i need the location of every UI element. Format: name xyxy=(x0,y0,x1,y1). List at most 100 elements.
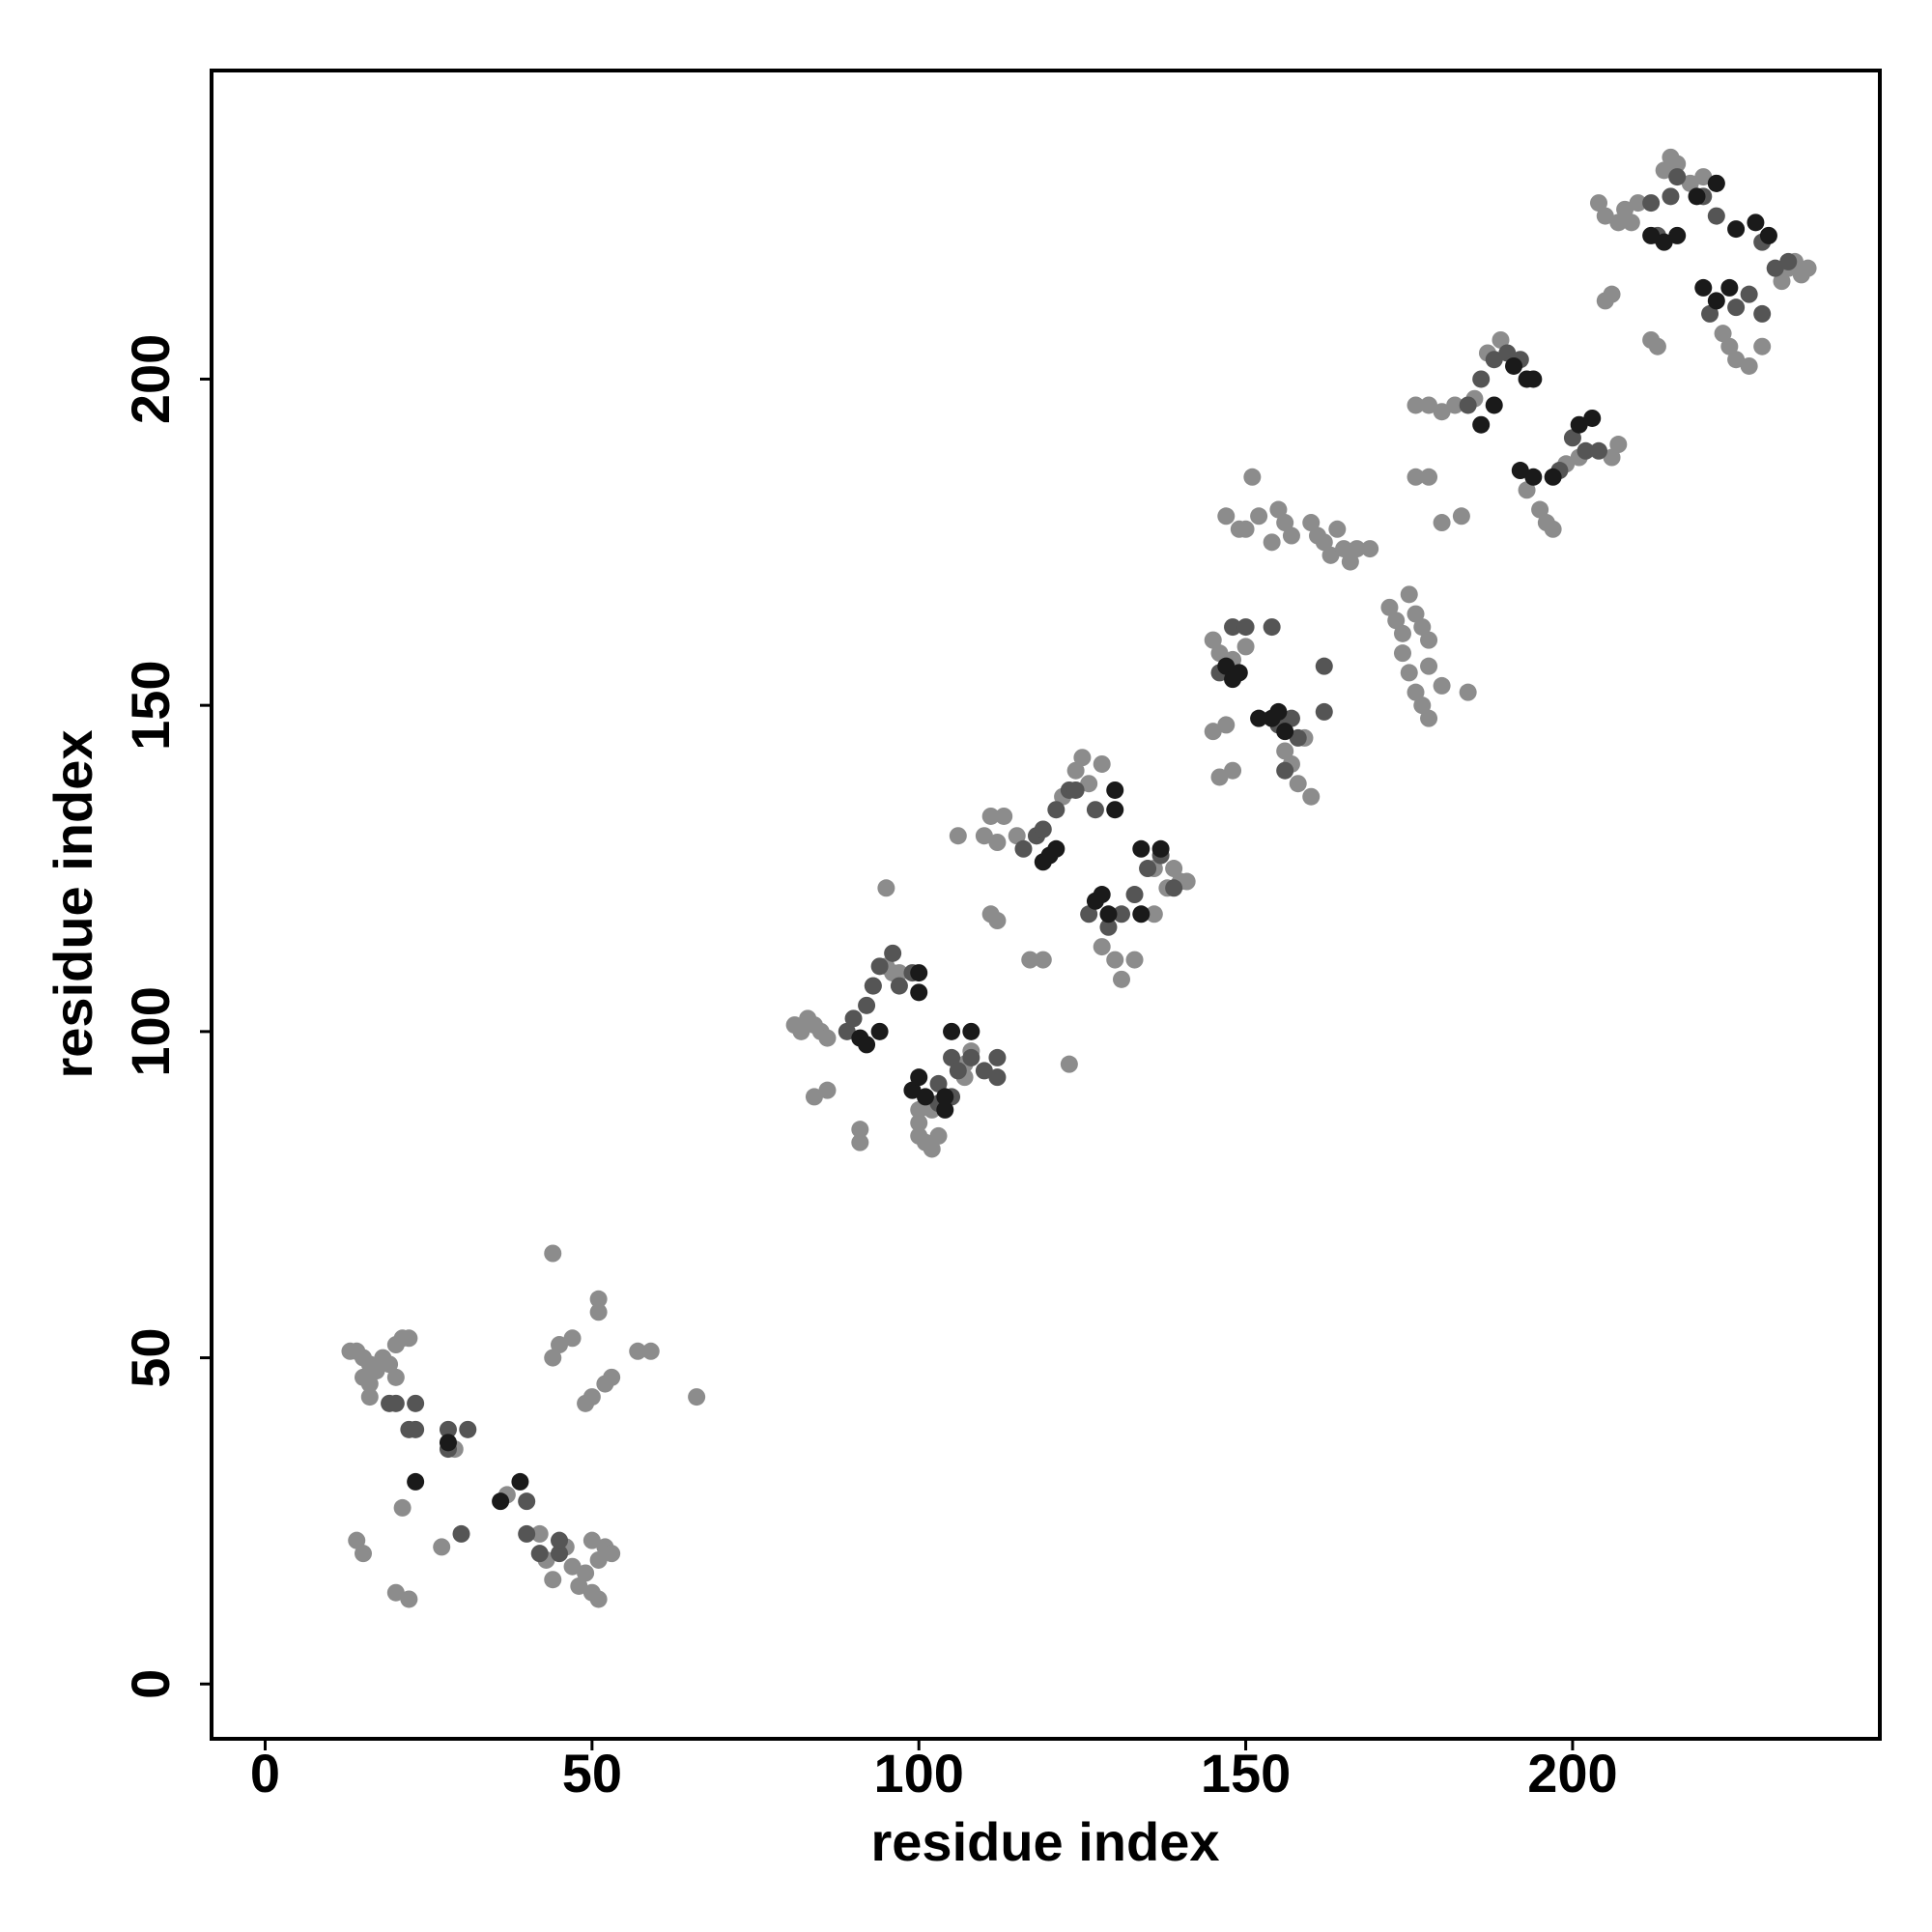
point xyxy=(393,1498,412,1517)
point xyxy=(1779,252,1798,270)
point xyxy=(544,1571,562,1589)
point xyxy=(1093,938,1111,956)
point xyxy=(1204,723,1222,741)
point xyxy=(518,1492,536,1511)
point xyxy=(551,1531,569,1549)
point xyxy=(1524,370,1543,388)
point xyxy=(544,1349,562,1367)
point xyxy=(818,1081,837,1099)
point xyxy=(1753,304,1772,323)
point xyxy=(1236,618,1255,637)
point xyxy=(1034,820,1052,838)
point xyxy=(903,1081,922,1099)
point xyxy=(1583,409,1602,427)
point xyxy=(1066,761,1085,780)
point xyxy=(1420,709,1438,727)
point xyxy=(1740,356,1758,375)
point xyxy=(1688,187,1706,206)
point xyxy=(1727,351,1746,369)
point xyxy=(1753,337,1772,355)
point xyxy=(1609,213,1628,232)
point xyxy=(1531,500,1549,519)
point xyxy=(1099,905,1118,923)
point xyxy=(962,1048,980,1066)
point xyxy=(1642,226,1661,244)
point xyxy=(381,1355,399,1374)
point xyxy=(1433,403,1451,421)
point xyxy=(1413,696,1432,715)
point xyxy=(1759,226,1777,244)
point xyxy=(1217,657,1236,675)
point xyxy=(360,1388,379,1406)
point xyxy=(629,1342,647,1360)
point xyxy=(1125,951,1144,969)
x-tick-label: 100 xyxy=(873,1743,963,1804)
point xyxy=(439,1420,457,1438)
point xyxy=(518,1524,536,1543)
point xyxy=(1459,683,1477,701)
point xyxy=(858,996,876,1014)
point xyxy=(1603,448,1621,467)
point xyxy=(1629,194,1647,213)
point xyxy=(1714,325,1732,343)
point xyxy=(1544,520,1562,538)
point xyxy=(1321,546,1340,564)
point xyxy=(1289,728,1307,747)
point xyxy=(1361,540,1379,558)
point xyxy=(1720,337,1739,355)
point xyxy=(1433,514,1451,532)
point xyxy=(1282,526,1300,545)
point xyxy=(1720,278,1739,297)
point xyxy=(1060,1055,1078,1073)
point xyxy=(981,807,1000,825)
point xyxy=(890,964,908,982)
point xyxy=(1269,702,1288,721)
point xyxy=(910,983,928,1002)
point xyxy=(1224,618,1242,637)
point xyxy=(530,1545,549,1563)
point xyxy=(1132,905,1151,923)
point xyxy=(1276,514,1294,532)
point xyxy=(910,964,928,982)
point xyxy=(563,1329,582,1348)
point xyxy=(1145,905,1163,923)
point xyxy=(1073,749,1092,767)
point xyxy=(1315,702,1333,721)
point xyxy=(511,1472,529,1491)
point xyxy=(1113,905,1130,923)
point xyxy=(1420,657,1438,675)
point xyxy=(1518,481,1536,499)
y-tick-label: 100 xyxy=(120,986,181,1076)
point xyxy=(1446,396,1464,414)
point xyxy=(1603,285,1621,303)
point xyxy=(492,1492,510,1511)
point xyxy=(1093,754,1111,773)
point xyxy=(1799,259,1817,277)
point xyxy=(570,1577,588,1595)
point xyxy=(936,1100,954,1119)
point xyxy=(688,1388,706,1406)
point xyxy=(877,879,895,897)
point xyxy=(1276,723,1294,741)
point xyxy=(910,1114,928,1132)
point xyxy=(844,1009,863,1028)
point xyxy=(1406,605,1425,623)
y-tick-label: 0 xyxy=(120,1669,181,1699)
point xyxy=(1217,507,1236,526)
point xyxy=(1230,520,1248,538)
point xyxy=(1269,500,1288,519)
point xyxy=(1250,709,1268,727)
point xyxy=(1740,285,1758,303)
point xyxy=(916,1088,934,1106)
point xyxy=(407,1472,425,1491)
point xyxy=(1662,187,1680,206)
point xyxy=(348,1531,366,1549)
point xyxy=(858,1036,876,1054)
point xyxy=(943,1048,961,1066)
point xyxy=(400,1329,418,1348)
point xyxy=(1204,631,1222,649)
y-axis-label: residue index xyxy=(43,729,103,1078)
point xyxy=(1420,468,1438,486)
point xyxy=(1492,330,1510,349)
